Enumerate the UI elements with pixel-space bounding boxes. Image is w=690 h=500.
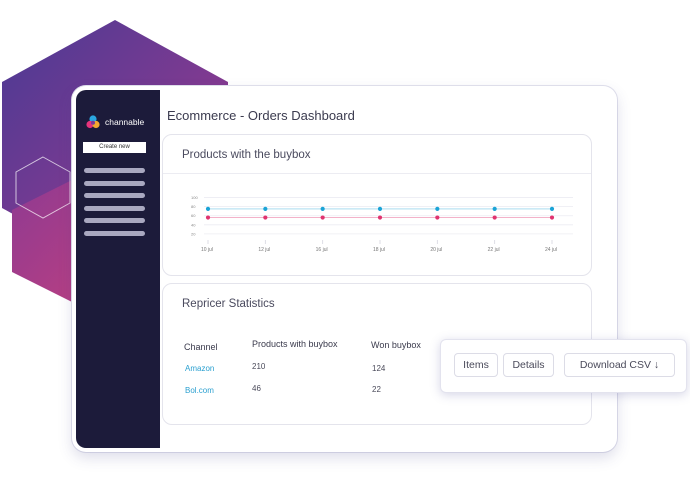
items-button[interactable]: Items [454, 353, 498, 377]
sidebar-nav-item[interactable] [84, 193, 145, 198]
x-tick-label: 12 jul [258, 247, 270, 253]
series-pink-point [320, 215, 325, 220]
details-button[interactable]: Details [503, 353, 554, 377]
channable-logo-icon [86, 115, 100, 129]
series-blue-point [492, 206, 497, 212]
series-pink-point [263, 215, 268, 220]
y-tick-label: 20 [191, 231, 196, 236]
series-blue-point [549, 206, 555, 212]
series-pink-point [377, 215, 383, 220]
sidebar-nav-item[interactable] [84, 205, 145, 211]
won-value: 124 [372, 364, 386, 373]
sidebar-nav-item[interactable] [84, 180, 145, 186]
sidebar-nav-item[interactable] [84, 218, 145, 223]
products-value: 46 [252, 384, 261, 393]
buybox-chart-card: Products with the buybox 100 80 60 40 20 10 j… [162, 134, 592, 276]
column-header-channel: Channel [184, 342, 218, 352]
won-value: 22 [372, 385, 381, 394]
series-blue-point [435, 206, 440, 212]
y-tick-label: 80 [191, 204, 196, 209]
outline-hexagon [15, 156, 71, 219]
repricer-statistics-card: Repricer Statistics Channel Products wit… [162, 283, 592, 425]
sidebar-nav-item[interactable] [84, 230, 145, 236]
series-blue-point [320, 206, 325, 212]
x-tick-label: 20 jul [430, 247, 442, 253]
repricer-card-title: Repricer Statistics [182, 298, 275, 310]
sidebar: channable Create new [76, 90, 160, 448]
column-header-won: Won buybox [371, 340, 421, 350]
series-pink-point [549, 215, 555, 220]
x-tick-label: 24 jul [545, 247, 557, 253]
series-pink-point [435, 215, 440, 220]
y-tick-label: 100 [191, 195, 198, 200]
column-header-products: Products with buybox [252, 339, 338, 349]
sidebar-nav-item[interactable] [84, 168, 145, 173]
buybox-line-chart: 100 80 60 40 20 10 jul 12 jul 16 jul 18 jul 20 ju… [191, 195, 573, 253]
products-value: 210 [252, 362, 266, 371]
x-tick-label: 10 jul [201, 247, 213, 253]
x-tick-label: 22 jul [488, 247, 500, 253]
channel-link-amazon[interactable]: Amazon [185, 364, 215, 373]
download-csv-button[interactable]: Download CSV ↓ [564, 353, 675, 377]
x-tick-label: 16 jul [316, 247, 328, 253]
y-tick-label: 60 [191, 213, 196, 218]
series-pink-point [205, 215, 211, 220]
create-new-button[interactable]: Create new [83, 142, 146, 153]
brand-logo: channable [85, 114, 144, 130]
page-title: Ecommerce - Orders Dashboard [167, 108, 355, 123]
y-tick-label: 40 [191, 222, 196, 227]
x-tick-label: 18 jul [373, 247, 385, 253]
actions-toolbar: Items Details Download CSV ↓ [440, 339, 687, 393]
series-pink-point [492, 215, 497, 220]
series-blue-point [263, 206, 268, 212]
dashboard-window: channable Create new Ecommerce - Orders … [72, 86, 617, 452]
card-divider [163, 173, 591, 174]
chart-card-title: Products with the buybox [182, 149, 311, 161]
channel-link-bolcom[interactable]: Bol.com [185, 386, 214, 395]
series-blue-point [205, 206, 211, 212]
series-blue-point [377, 206, 383, 212]
brand-name: channable [105, 117, 145, 127]
